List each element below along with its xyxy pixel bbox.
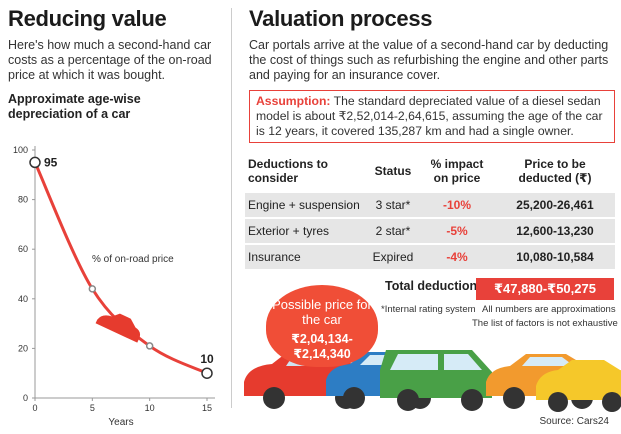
divider: [231, 8, 232, 408]
y-tick-label: 100: [13, 145, 28, 155]
point: [145, 342, 154, 350]
car-body: [95, 313, 141, 343]
x-tick-label: 10: [145, 403, 155, 413]
y-tick-label: 0: [23, 393, 28, 403]
table-cell: Insurance: [248, 250, 301, 264]
possible-price-value: ₹2,04,134-₹2,14,340: [291, 332, 353, 361]
table-cell: 12,600-13,230: [516, 224, 594, 238]
table-header: Status: [374, 164, 412, 178]
chart: 0 20 40 60 80 100 0 5 10 15 Years % of on-road pric…: [13, 145, 215, 428]
left-description: Here's how much a second-hand car costs …: [8, 38, 212, 82]
car-green: [380, 350, 492, 411]
point: [88, 285, 97, 293]
table-cell: -5%: [446, 224, 468, 238]
y-tick-label: 20: [18, 343, 28, 353]
note: The list of factors is not exhaustive: [472, 318, 618, 329]
table-cell: -10%: [442, 198, 471, 212]
total-value: ₹47,880-₹50,275: [476, 278, 614, 300]
table-cell: 3 star*: [375, 198, 411, 212]
table-header: Deductions to consider: [248, 157, 328, 185]
y-tick-label: 80: [18, 195, 28, 205]
table-row: [245, 245, 615, 269]
y-tick-label: 60: [18, 244, 28, 254]
total-label: Total deductions: [385, 279, 485, 293]
value-label: 95: [44, 155, 58, 169]
point: [201, 367, 213, 379]
x-tick-label: 15: [202, 403, 212, 413]
assumption-box: Assumption: The standard depreciated val…: [249, 90, 615, 143]
depreciation-line: [33, 161, 208, 375]
assumption-text: The standard depreciated value of a dies…: [256, 94, 603, 138]
x-axis-label: Years: [108, 417, 133, 428]
cars-illustration: [244, 350, 621, 412]
table-cell: 25,200-26,461: [516, 198, 594, 212]
table-row: [245, 219, 615, 243]
value-label: 10: [200, 352, 214, 366]
possible-price-label: Possible price for the car: [272, 297, 372, 327]
annotation: % of on-road price: [92, 254, 174, 265]
table-cell: Engine + suspension: [248, 198, 360, 212]
note: All numbers are approximations: [482, 304, 616, 315]
table-row: [245, 193, 615, 217]
source: Source: Cars24: [539, 416, 609, 427]
table-header: Price to be deducted (₹): [518, 157, 592, 185]
possible-price-bubble: Possible price for the car ₹2,04,134-₹2,…: [266, 285, 378, 367]
right-description: Car portals arrive at the value of a sec…: [249, 38, 609, 82]
table-header: % impact on price: [430, 157, 484, 185]
x-tick-label: 0: [32, 403, 37, 413]
car-icon: [95, 313, 141, 343]
note: *Internal rating system: [381, 304, 476, 315]
chart-title: Approximate age-wise depreciation of a c…: [8, 92, 141, 121]
right-title: Valuation process: [249, 6, 433, 31]
table-cell: 2 star*: [375, 224, 411, 238]
point: [29, 156, 41, 169]
table-cell: -4%: [446, 250, 468, 264]
y-tick-label: 40: [18, 294, 28, 304]
table-cell: 10,080-10,584: [516, 250, 594, 264]
car-yellow: [536, 360, 621, 412]
assumption-label: Assumption:: [256, 94, 331, 108]
table-cell: Exterior + tyres: [248, 224, 330, 238]
table-cell: Expired: [372, 250, 414, 264]
x-tick-label: 5: [90, 403, 95, 413]
left-title: Reducing value: [8, 6, 167, 31]
